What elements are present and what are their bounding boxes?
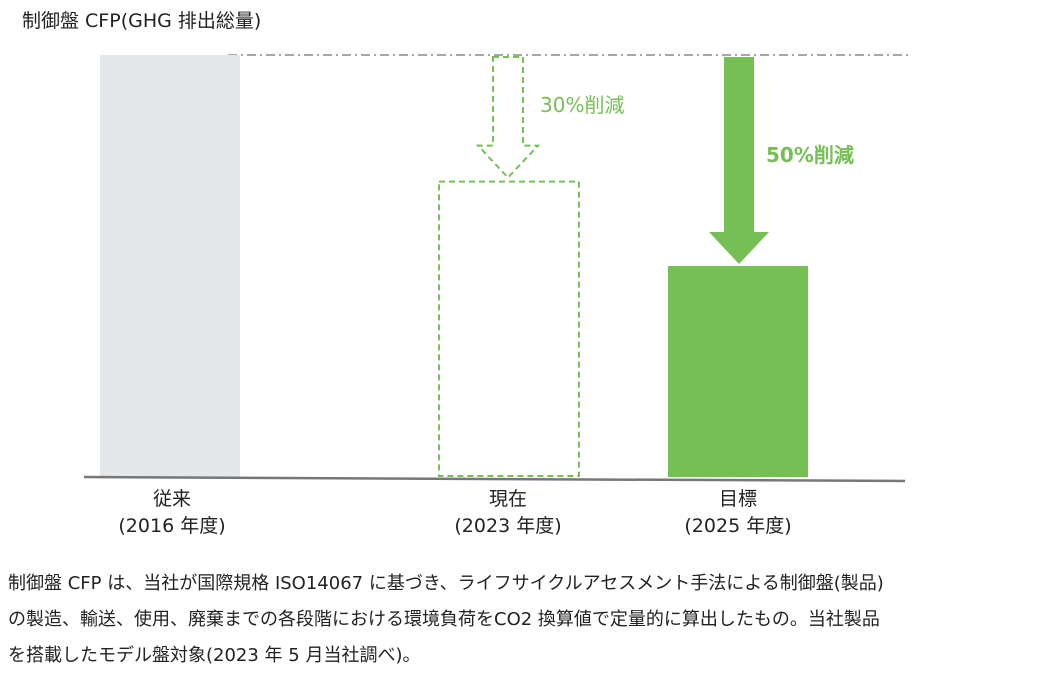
reduction-label-current: 30%削減 — [540, 93, 624, 117]
footnote-line: を搭載したモデル盤対象(2023 年 5 月当社調べ)。 — [8, 645, 421, 666]
chart-title: 制御盤 CFP(GHG 排出総量) — [22, 10, 262, 32]
bar-3 — [668, 266, 808, 477]
reduction-label-target: 50%削減 — [766, 143, 854, 167]
x-tick-label-name: 目標 — [718, 488, 757, 510]
x-tick-label-name: 現在 — [488, 488, 527, 510]
bar-2 — [438, 180, 580, 477]
x-axis — [83, 475, 906, 483]
footnote: 制御盤 CFP は、当社が国際規格 ISO14067 に基づき、ライフサイクルア… — [8, 566, 1048, 674]
x-tick-label-period: (2016 年度) — [118, 515, 226, 537]
chart: 30%削減 50%削減 — [83, 54, 912, 483]
bar-1 — [100, 55, 240, 477]
x-tick-label-name: 従来 — [152, 488, 191, 510]
reduction-arrow-current — [475, 56, 541, 180]
x-tick-label-period: (2023 年度) — [454, 515, 562, 537]
x-tick-label-period: (2025 年度) — [684, 515, 792, 537]
x-tick-label-1: 従来 (2016 年度) — [72, 486, 272, 540]
footnote-line: 制御盤 CFP は、当社が国際規格 ISO14067 に基づき、ライフサイクルア… — [8, 573, 884, 594]
reduction-arrow-target — [709, 57, 769, 264]
footnote-line: の製造、輸送、使用、廃棄までの各段階における環境負荷をCO2 換算値で定量的に算… — [8, 609, 880, 630]
x-tick-label-2: 現在 (2023 年度) — [408, 486, 608, 540]
x-tick-label-3: 目標 (2025 年度) — [638, 486, 838, 540]
